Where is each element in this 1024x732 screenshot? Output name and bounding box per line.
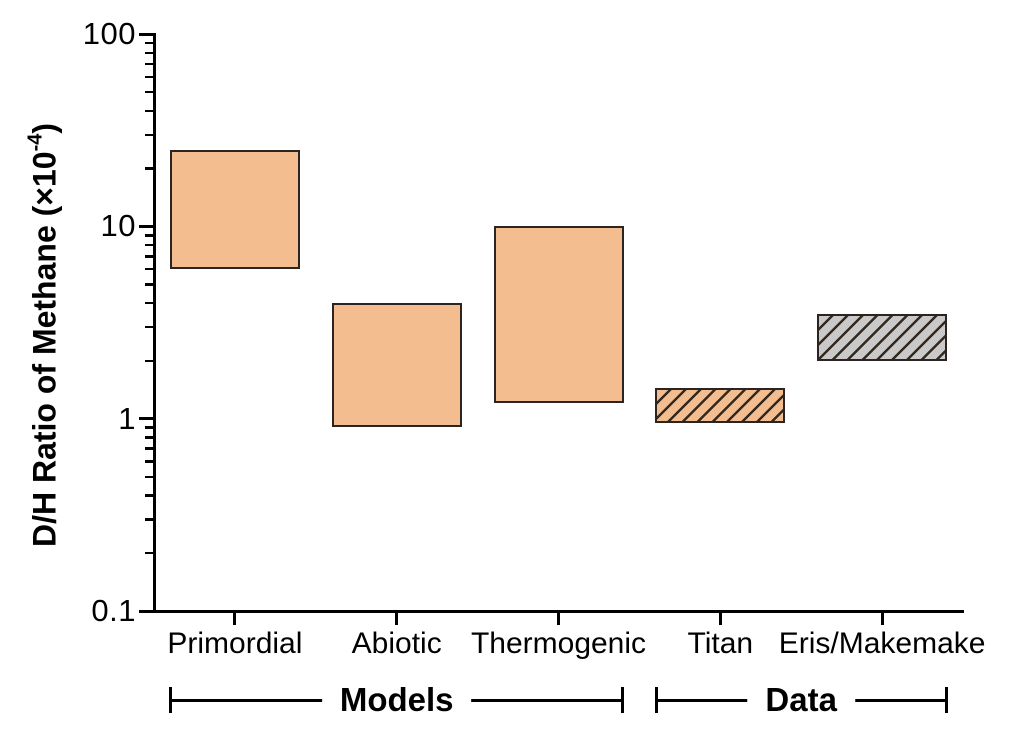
x-tick	[557, 611, 560, 625]
y-minor-tick	[145, 475, 154, 478]
y-minor-tick	[145, 494, 154, 497]
y-tick-label: 0.1	[91, 593, 136, 628]
y-major-tick	[139, 224, 154, 228]
x-category-label-thermogenic: Thermogenic	[470, 627, 647, 660]
bar-thermogenic	[493, 226, 624, 404]
y-minor-tick	[145, 133, 154, 136]
y-axis-title: D/H Ratio of Methane (×10-4)	[25, 123, 64, 547]
y-tick-label: 1	[118, 400, 136, 436]
x-category-label-eris-makemake: Eris/Makemake	[778, 627, 986, 660]
y-minor-tick	[145, 518, 154, 521]
y-major-tick	[139, 609, 154, 613]
y-major-tick	[139, 417, 154, 421]
y-minor-tick	[145, 268, 154, 271]
y-minor-tick	[145, 552, 154, 555]
x-category-label-primordial: Primordial	[167, 627, 303, 660]
group-bracket-models-end-left	[169, 687, 173, 713]
y-axis-title-close: )	[26, 122, 63, 134]
y-axis-title-exponent: -4	[24, 133, 47, 152]
group-bracket-models-end-right	[621, 687, 624, 713]
y-minor-tick	[145, 75, 154, 79]
bar-primordial	[169, 149, 300, 269]
y-minor-tick	[145, 283, 154, 286]
y-minor-tick	[145, 90, 154, 94]
group-bracket-data-label: Data	[747, 682, 855, 718]
x-tick	[880, 611, 884, 625]
y-minor-tick	[145, 41, 154, 45]
y-tick-label: 100	[82, 16, 136, 51]
y-minor-tick	[145, 447, 154, 450]
x-tick	[718, 611, 722, 625]
group-bracket-data-end-right	[944, 687, 948, 713]
x-tick	[233, 611, 237, 625]
y-minor-tick	[145, 51, 154, 55]
y-minor-tick	[145, 243, 154, 247]
bar-abiotic	[331, 302, 462, 428]
y-minor-tick	[145, 62, 154, 66]
y-minor-tick	[145, 436, 154, 439]
y-minor-tick	[145, 167, 154, 170]
y-minor-tick	[145, 426, 154, 429]
y-minor-tick	[145, 359, 154, 363]
x-category-label-abiotic: Abiotic	[351, 627, 442, 660]
y-minor-tick	[145, 234, 154, 237]
group-bracket-data-end-left	[654, 687, 658, 713]
y-axis-line	[153, 33, 156, 613]
y-minor-tick	[145, 301, 154, 305]
y-minor-tick	[145, 109, 154, 112]
x-tick	[395, 611, 399, 625]
bar-titan	[655, 387, 786, 423]
y-minor-tick	[145, 460, 154, 463]
bar-eris-makemake	[817, 314, 948, 361]
y-minor-tick	[145, 255, 154, 258]
group-bracket-models-label: Models	[321, 682, 472, 718]
y-minor-tick	[145, 325, 154, 329]
y-major-tick	[139, 32, 154, 36]
x-category-label-titan: Titan	[687, 627, 754, 660]
y-tick-label: 10	[100, 208, 136, 244]
